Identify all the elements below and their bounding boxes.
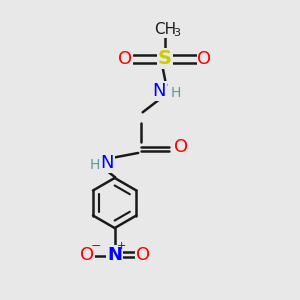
Text: −: − xyxy=(90,240,101,253)
Text: 3: 3 xyxy=(174,28,181,38)
Text: O: O xyxy=(80,245,94,263)
Text: H: H xyxy=(171,86,181,100)
Text: O: O xyxy=(174,138,189,156)
Text: N: N xyxy=(100,154,114,172)
Text: CH: CH xyxy=(154,22,176,37)
Text: O: O xyxy=(118,50,132,68)
Text: N: N xyxy=(153,82,166,100)
Text: S: S xyxy=(158,49,172,68)
Text: N: N xyxy=(107,245,122,263)
Text: H: H xyxy=(90,158,100,172)
Text: O: O xyxy=(197,50,212,68)
Text: O: O xyxy=(136,245,150,263)
Text: +: + xyxy=(116,241,126,251)
